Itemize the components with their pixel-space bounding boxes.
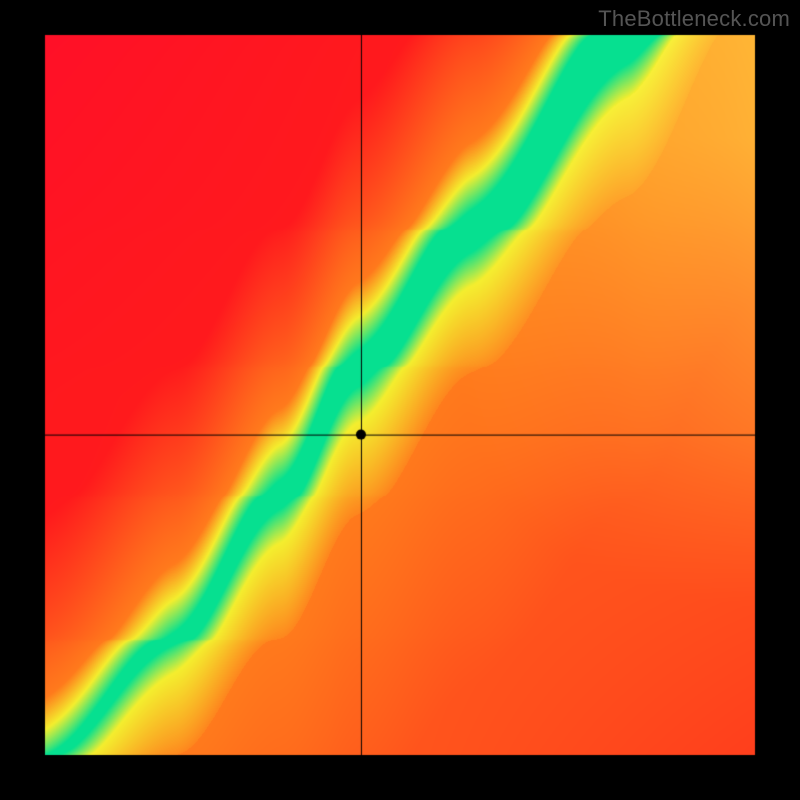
- watermark-text: TheBottleneck.com: [598, 6, 790, 32]
- heatmap-canvas: [0, 0, 800, 800]
- chart-container: TheBottleneck.com: [0, 0, 800, 800]
